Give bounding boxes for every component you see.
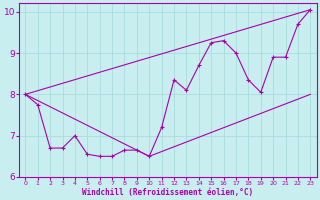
X-axis label: Windchill (Refroidissement éolien,°C): Windchill (Refroidissement éolien,°C) [82, 188, 253, 197]
